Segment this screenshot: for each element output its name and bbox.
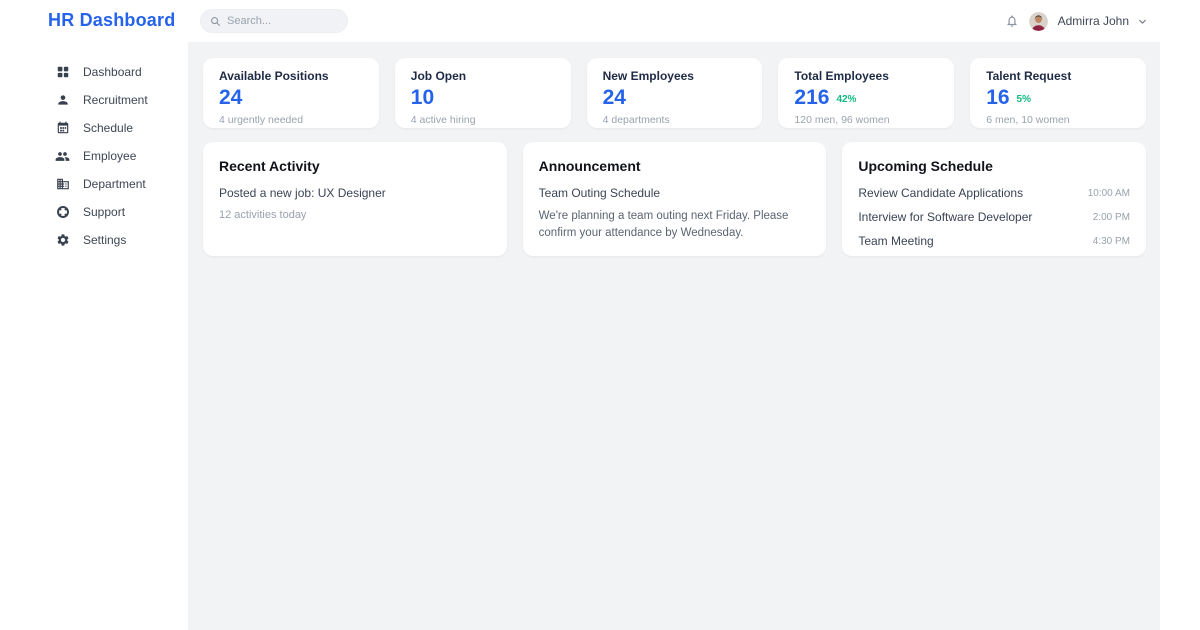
stat-title: New Employees: [602, 69, 694, 83]
sidebar-item-label: Recruitment: [83, 93, 148, 107]
announcement-panel: Announcement Team Outing Schedule We're …: [522, 142, 827, 256]
topbar-right-group: Admirra John: [1005, 0, 1148, 42]
stat-title: Total Employees: [794, 69, 889, 83]
schedule-time: 2:00 PM: [1092, 211, 1130, 223]
stat-value: 10: [410, 86, 435, 109]
panels-row: Recent Activity Posted a new job: UX Des…: [203, 142, 1146, 256]
gear-icon: [55, 233, 70, 248]
upcoming-schedule-panel: Upcoming Schedule Review Candidate Appli…: [842, 142, 1146, 256]
sidebar-item-schedule[interactable]: Schedule: [0, 114, 188, 142]
stat-subtext: 4 urgently needed: [219, 114, 304, 126]
schedule-label: Interview for Software Developer: [858, 210, 1033, 224]
chevron-down-icon[interactable]: [1137, 16, 1148, 27]
stat-card-talent-request: Talent Request 16 5% 6 men, 10 women: [970, 58, 1146, 128]
search-input[interactable]: [227, 15, 337, 27]
stats-row: Available Positions 24 4 urgently needed…: [203, 58, 1146, 128]
sidebar-item-employee[interactable]: Employee: [0, 142, 188, 170]
stat-growth-badge: 5%: [1016, 94, 1031, 105]
sidebar: Dashboard Recruitment Schedule: [0, 42, 188, 630]
user-avatar[interactable]: [1028, 11, 1048, 31]
sidebar-item-settings[interactable]: Settings: [0, 226, 188, 254]
user-name[interactable]: Admirra John: [1057, 14, 1129, 28]
stat-subtext: 120 men, 96 women: [794, 114, 890, 126]
stat-subtext: 4 departments: [602, 114, 670, 126]
panel-title: Announcement: [538, 158, 641, 174]
stat-title: Talent Request: [986, 69, 1072, 83]
building-icon: [55, 177, 70, 192]
search-icon: [211, 16, 220, 26]
schedule-row: Review Candidate Applications 10:00 AM: [858, 186, 1130, 200]
schedule-row: Interview for Software Developer 2:00 PM: [858, 210, 1130, 224]
stat-subtext: 6 men, 10 women: [986, 114, 1070, 126]
panel-title: Upcoming Schedule: [858, 158, 993, 174]
sidebar-item-department[interactable]: Department: [0, 170, 188, 198]
stat-growth-badge: 42%: [836, 94, 857, 105]
schedule-label: Team Meeting: [858, 234, 934, 248]
sidebar-item-recruitment[interactable]: Recruitment: [0, 86, 188, 114]
search-box[interactable]: [200, 9, 348, 33]
sidebar-item-label: Employee: [83, 149, 137, 163]
stat-card-new-employees: New Employees 24 4 departments: [586, 58, 763, 128]
panel-title: Recent Activity: [219, 158, 320, 174]
sidebar-item-label: Department: [83, 177, 146, 191]
schedule-label: Review Candidate Applications: [858, 186, 1024, 200]
sidebar-item-label: Support: [83, 205, 126, 219]
stat-value: 24: [602, 86, 626, 109]
announcement-body: We're planning a team outing next Friday…: [538, 210, 789, 239]
stat-subtext: 4 active hiring: [410, 114, 476, 126]
recent-activity-panel: Recent Activity Posted a new job: UX Des…: [203, 142, 507, 256]
schedule-row: Team Meeting 4:30 PM: [858, 234, 1130, 248]
notifications-bell-icon[interactable]: [1005, 14, 1019, 28]
activity-entry: Posted a new job: UX Designer: [219, 186, 386, 200]
stat-value: 16: [986, 86, 1010, 109]
person-icon: [55, 93, 70, 108]
sidebar-item-label: Dashboard: [83, 65, 142, 79]
stat-title: Available Positions: [219, 69, 329, 83]
lifebuoy-icon: [55, 205, 70, 220]
stat-title: Job Open: [410, 69, 467, 83]
main-content: Available Positions 24 4 urgently needed…: [188, 42, 1160, 630]
dashboard-grid-icon: [55, 65, 70, 80]
stat-value: 24: [219, 86, 243, 109]
top-bar: HR Dashboard Admirra John: [0, 0, 1200, 42]
sidebar-item-label: Settings: [83, 233, 127, 247]
stat-card-available-positions: Available Positions 24 4 urgently needed: [203, 58, 379, 128]
people-icon: [55, 149, 70, 164]
app-logo: HR Dashboard: [48, 10, 176, 30]
stat-card-total-employees: Total Employees 216 42% 120 men, 96 wome…: [778, 58, 955, 128]
sidebar-item-support[interactable]: Support: [0, 198, 188, 226]
calendar-icon: [55, 121, 70, 136]
sidebar-item-dashboard[interactable]: Dashboard: [0, 58, 188, 86]
schedule-time: 10:00 AM: [1087, 187, 1130, 199]
schedule-time: 4:30 PM: [1092, 235, 1130, 247]
stat-card-job-open: Job Open 10 4 active hiring: [394, 58, 571, 128]
stat-value: 216: [794, 86, 830, 109]
sidebar-item-label: Schedule: [83, 121, 134, 135]
announcement-subject: Team Outing Schedule: [538, 186, 661, 200]
activity-count: 12 activities today: [219, 209, 307, 221]
